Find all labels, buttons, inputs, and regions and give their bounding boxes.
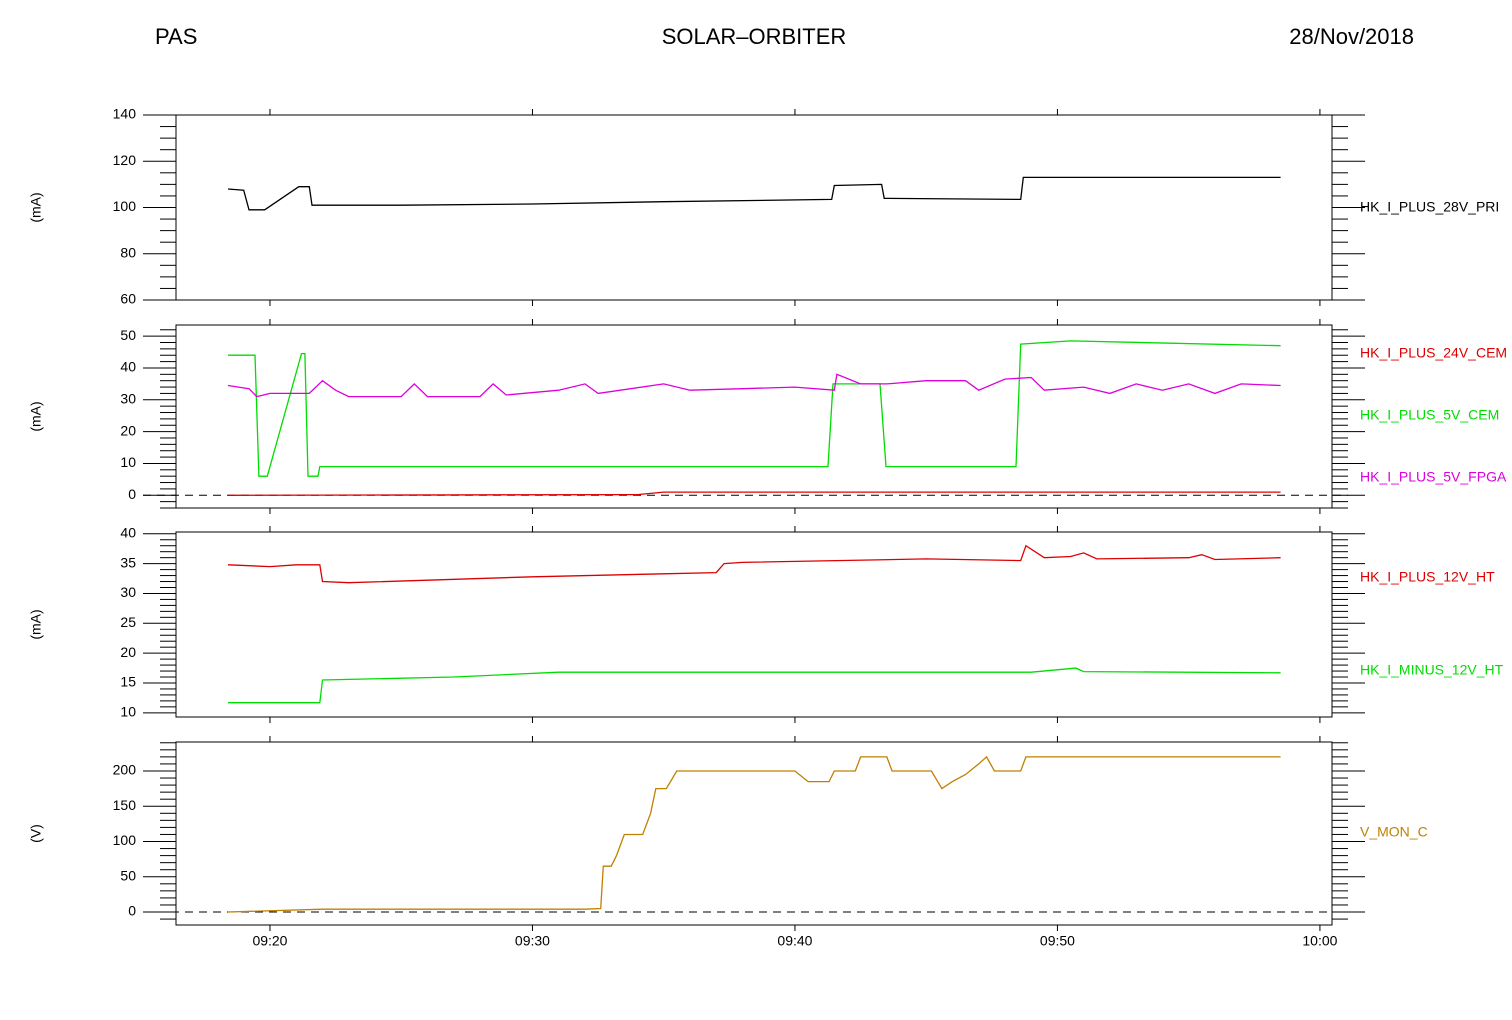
y-tick-label: 40 [120,359,136,375]
x-tick-label: 09:20 [252,933,287,949]
y-tick-label: 35 [120,554,136,570]
series-line [228,340,1281,477]
y-tick-label: 150 [113,797,137,813]
y-tick-label: 80 [120,244,136,260]
plot-frame [175,531,1333,718]
series-label: HK_I_PLUS_5V_CEM [1360,407,1499,423]
plot-frame [175,114,1333,301]
y-tick-label: 30 [120,584,136,600]
y-tick-label: 200 [113,762,137,778]
plot-frame [175,324,1333,509]
series-label: HK_I_PLUS_5V_FPGA [1360,469,1507,485]
x-tick-label: 09:40 [777,933,812,949]
series-line [227,491,1281,496]
header-date: 28/Nov/2018 [1289,24,1414,49]
series-label: HK_I_MINUS_12V_HT [1360,662,1504,678]
series-label: V_MON_C [1360,824,1428,840]
y-tick-label: 120 [113,152,137,168]
y-tick-label: 20 [120,644,136,660]
header-title: SOLAR–ORBITER [662,24,847,49]
y-tick-label: 50 [120,327,136,343]
y-tick-label: 30 [120,390,136,406]
y-tick-label: 10 [120,704,136,720]
y-tick-label: 15 [120,674,136,690]
y-tick-label: 50 [120,867,136,883]
y-tick-label: 140 [113,106,137,122]
header-left: PAS [155,24,197,49]
y-tick-label: 25 [120,614,136,630]
series-label: HK_I_PLUS_12V_HT [1360,569,1495,585]
y-tick-label: 40 [120,524,136,540]
y-axis-label: (mA) [28,609,44,639]
series-line [227,176,1281,211]
y-axis-label: (mA) [28,401,44,431]
y-tick-label: 10 [120,454,136,470]
x-tick-label: 09:50 [1040,933,1075,949]
y-tick-label: 0 [128,486,136,502]
x-tick-label: 10:00 [1302,933,1337,949]
series-line [227,544,1281,584]
x-tick-label: 09:30 [515,933,550,949]
series-line [228,667,1281,704]
y-tick-label: 60 [120,291,136,307]
series-line [227,373,1281,398]
series-label: HK_I_PLUS_28V_PRI [1360,199,1499,215]
series-label: HK_I_PLUS_24V_CEM [1360,345,1507,361]
y-tick-label: 100 [113,198,137,214]
y-axis-label: (V) [28,824,44,843]
y-tick-label: 20 [120,422,136,438]
series-line [227,755,1281,913]
plot-frame [175,741,1333,926]
y-tick-label: 100 [113,832,137,848]
y-tick-label: 0 [128,903,136,919]
y-axis-label: (mA) [28,192,44,222]
